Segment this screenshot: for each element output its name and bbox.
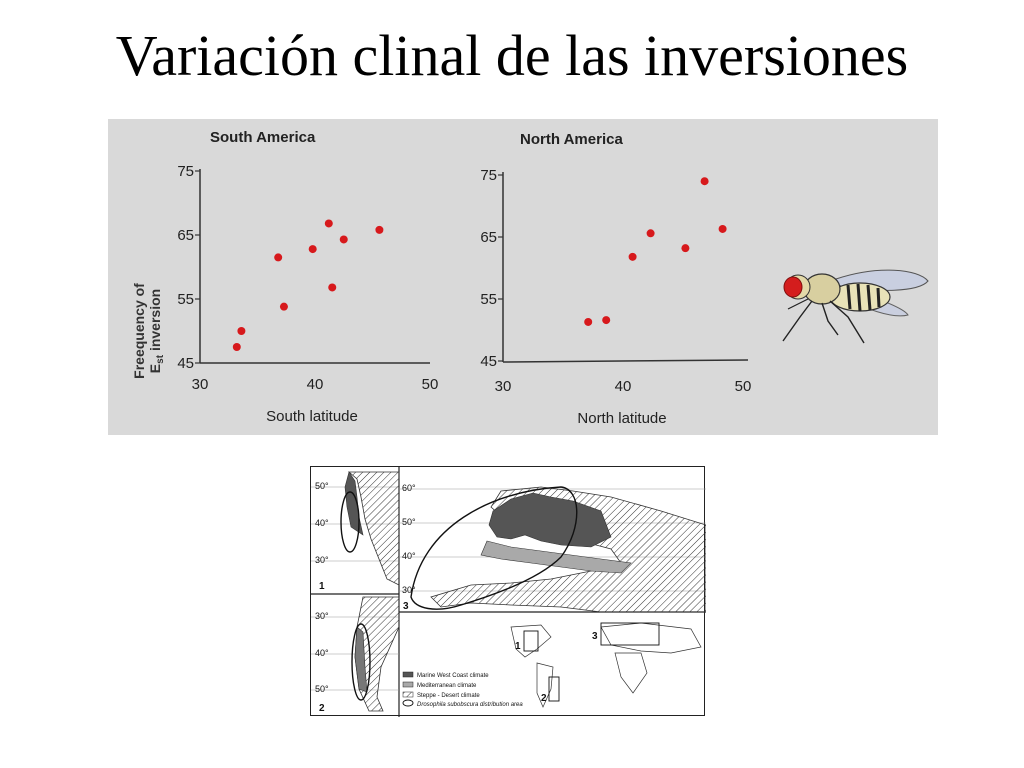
chart-title-north-america: North America xyxy=(520,131,623,148)
data-point xyxy=(339,235,348,244)
svg-text:3: 3 xyxy=(592,631,598,642)
data-point xyxy=(584,317,593,326)
y-tick-label: 65 xyxy=(480,229,497,246)
svg-text:30°: 30° xyxy=(315,555,329,565)
legend-distribution: Drosophila subobscura distribution area xyxy=(417,702,523,708)
data-point xyxy=(628,252,637,261)
svg-text:60°: 60° xyxy=(402,483,416,493)
world-overview-map: 1 2 3 xyxy=(510,622,702,708)
map-panel-north-america: 50° 40° 30° 1 xyxy=(311,471,400,592)
data-point xyxy=(718,224,727,233)
inset-label-2: 2 xyxy=(319,703,325,714)
data-point xyxy=(308,245,317,254)
data-point xyxy=(646,229,655,238)
data-point xyxy=(375,225,384,234)
y-axis-label-line2: Est inversion xyxy=(147,289,166,373)
svg-text:30°: 30° xyxy=(315,611,329,621)
x-axis-line xyxy=(502,359,749,363)
map-legend: Marine West Coast climate Mediterranean … xyxy=(402,671,523,708)
data-point xyxy=(700,177,709,186)
chart-north-america: North America 75 65 55 45 30 40 50 North lati… xyxy=(480,131,751,427)
fruit-fly-icon xyxy=(782,269,929,344)
y-tick-label: 55 xyxy=(177,291,194,308)
x-tick-label: 30 xyxy=(495,378,512,395)
y-tick-label: 45 xyxy=(480,353,497,370)
svg-text:50°: 50° xyxy=(315,684,329,694)
legend-steppe: Steppe - Desert climate xyxy=(417,693,480,699)
y-tick-label: 75 xyxy=(177,163,194,180)
slide-title: Variación clinal de las inversiones xyxy=(115,23,909,88)
x-tick-label: 50 xyxy=(422,376,439,393)
y-tick-label: 65 xyxy=(177,227,194,244)
scatter-charts-panel: South America Freequency of Est inversio… xyxy=(108,119,938,435)
inset-label-3: 3 xyxy=(403,601,409,612)
chart-title-south-america: South America xyxy=(210,129,316,146)
data-point xyxy=(602,316,611,325)
x-tick-label: 40 xyxy=(307,376,324,393)
data-point xyxy=(328,283,337,292)
data-point xyxy=(681,244,690,253)
chart-south-america: South America Freequency of Est inversio… xyxy=(131,129,438,425)
svg-text:30°: 30° xyxy=(402,585,416,595)
svg-text:1: 1 xyxy=(515,641,521,652)
data-point xyxy=(232,343,241,351)
x-axis-label: North latitude xyxy=(577,410,666,427)
y-tick-label: 75 xyxy=(480,167,497,184)
data-point xyxy=(279,302,288,311)
y-tick-label: 45 xyxy=(177,355,194,372)
svg-text:2: 2 xyxy=(541,693,547,704)
data-point xyxy=(237,327,246,335)
scatter-charts: South America Freequency of Est inversio… xyxy=(131,129,929,427)
y-axis-label-line1: Freequency of xyxy=(131,283,147,379)
y-axis-label: Freequency of Est inversion xyxy=(131,283,166,379)
map-panel-europe: 60° 50° 40° 30° 3 xyxy=(399,483,706,613)
x-tick-label: 50 xyxy=(735,378,752,395)
x-axis-label: South latitude xyxy=(266,408,358,425)
data-point xyxy=(324,219,333,228)
x-tick-label: 30 xyxy=(192,376,209,393)
svg-text:50°: 50° xyxy=(315,481,329,491)
svg-text:40°: 40° xyxy=(315,648,329,658)
y-tick-label: 55 xyxy=(480,291,497,308)
map-panel-south-america: 30° 40° 50° 2 xyxy=(311,596,400,714)
legend-mediterranean: Mediterranean climate xyxy=(417,683,477,689)
legend-marine: Marine West Coast climate xyxy=(417,673,489,679)
inset-label-1: 1 xyxy=(319,581,325,592)
svg-text:50°: 50° xyxy=(402,517,416,527)
svg-text:40°: 40° xyxy=(402,551,416,561)
data-point xyxy=(274,253,283,262)
drosophila-distribution-map: 50° 40° 30° 1 30° 40° 50° 2 6 xyxy=(310,466,706,717)
svg-text:40°: 40° xyxy=(315,518,329,528)
climate-map: 50° 40° 30° 1 30° 40° 50° 2 6 xyxy=(311,467,706,717)
x-tick-label: 40 xyxy=(615,378,632,395)
